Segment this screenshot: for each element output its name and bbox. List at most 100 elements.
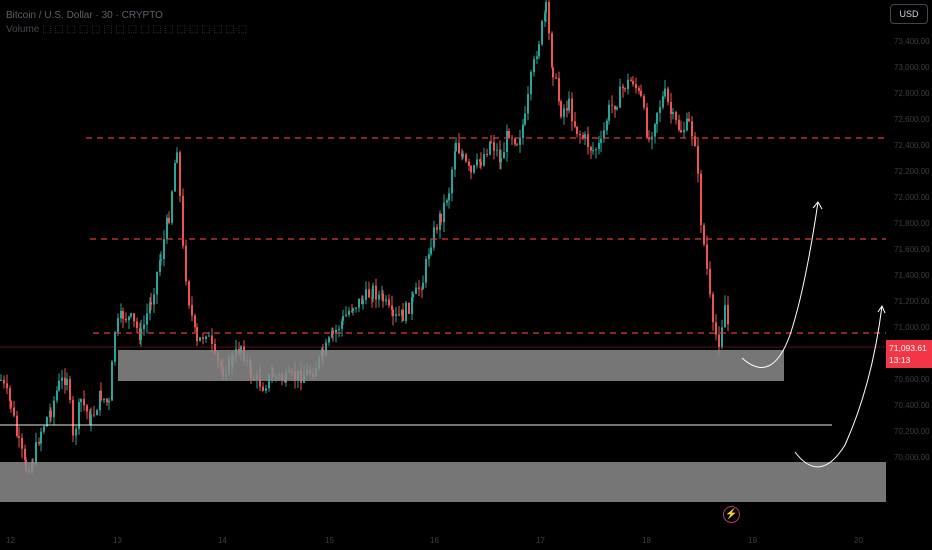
candle-body (159, 260, 161, 273)
candle-body (530, 72, 532, 95)
price-chart[interactable] (0, 0, 886, 528)
candle-body (640, 90, 642, 97)
candle-body (411, 297, 413, 314)
candle-body (205, 336, 207, 339)
candle-body (358, 298, 360, 308)
bar-countdown: 13:13 (889, 355, 911, 365)
drawing-overlays (0, 137, 886, 502)
candle-body (338, 328, 340, 330)
candle-body (524, 113, 526, 125)
candle-body (643, 96, 645, 108)
candle-body (508, 131, 510, 138)
candle-body (130, 313, 132, 317)
candle-body (108, 400, 110, 403)
candle-body (90, 414, 92, 425)
candle-body (332, 330, 334, 334)
candle-body (103, 398, 105, 401)
candle-body (21, 437, 23, 449)
price-tick: 71,400.00 (894, 271, 930, 280)
candle-body (694, 136, 696, 147)
candle-body (46, 417, 48, 427)
candle-body (691, 121, 693, 137)
candle-body (9, 388, 11, 402)
price-tick: 72,400.00 (894, 141, 930, 150)
currency-selector[interactable]: USD (890, 4, 928, 24)
candle-body (709, 268, 711, 295)
candle-body (433, 227, 435, 248)
candle-body (75, 428, 77, 436)
time-axis[interactable] (0, 528, 886, 550)
candle-body (372, 285, 374, 299)
candle-body (582, 135, 584, 139)
price-axis[interactable] (886, 0, 932, 528)
price-tick: 71,000.00 (894, 323, 930, 332)
candle-body (480, 161, 482, 166)
candle-body (600, 138, 602, 143)
time-tick: 18 (642, 536, 651, 545)
candle-body (72, 399, 74, 436)
candle-body (18, 435, 20, 438)
candle-body (440, 213, 442, 223)
candle-body (662, 96, 664, 108)
candle-body (117, 318, 119, 332)
candle-body (451, 169, 453, 194)
candle-body (595, 149, 597, 151)
candle-body (262, 386, 264, 391)
candle-body (331, 330, 333, 338)
candle-body (10, 401, 12, 408)
candle-body (499, 149, 501, 163)
candle-body (418, 287, 420, 290)
current-price-label: 71,093.61 13:13 (886, 340, 932, 368)
candle-body (171, 191, 173, 223)
candle-body (486, 154, 488, 156)
candle-body (479, 159, 481, 162)
candle-body (590, 147, 592, 151)
candle-body (402, 309, 404, 321)
candle-body (680, 129, 682, 133)
candle-body (342, 316, 344, 321)
candle-body (160, 259, 162, 261)
candle-body (351, 310, 353, 312)
price-tick: 70,200.00 (894, 427, 930, 436)
price-tick: 70,400.00 (894, 401, 930, 410)
candle-body (715, 322, 717, 335)
candle-body (99, 390, 101, 411)
candle-body (122, 310, 124, 319)
candle-body (348, 310, 350, 315)
candle-body (78, 402, 80, 429)
candle-body (335, 329, 337, 334)
candle-body (627, 79, 629, 90)
candle-body (58, 380, 60, 391)
candle-body (80, 399, 82, 403)
candle-body (638, 88, 640, 91)
candle-body (555, 77, 557, 79)
candle-body (421, 289, 423, 291)
candle-body (616, 107, 618, 110)
candle-body (566, 108, 568, 111)
candle-body (436, 227, 438, 230)
symbol-title: Bitcoin / U.S. Dollar · 30 · CRYPTO (6, 10, 163, 21)
candle-body (496, 149, 498, 151)
candle-body (150, 302, 152, 305)
time-tick: 20 (854, 536, 863, 545)
candle-body (476, 159, 478, 166)
candle-body (622, 86, 624, 89)
candle-body (268, 374, 270, 389)
candle-body (718, 334, 720, 347)
candle-body (345, 314, 347, 317)
candlestick-series (0, 0, 729, 475)
support-zone-lower (0, 462, 886, 502)
candle-body (391, 305, 393, 311)
candle-body (355, 307, 357, 309)
candle-body (563, 108, 565, 117)
candle-body (500, 158, 502, 163)
candle-body (365, 289, 367, 300)
candle-body (208, 335, 210, 337)
candle-body (721, 327, 723, 347)
candle-body (0, 379, 2, 381)
candle-body (3, 379, 5, 384)
candle-body (156, 272, 158, 295)
candle-body (202, 337, 204, 339)
lightning-icon[interactable]: ⚡ (723, 506, 740, 523)
projection-curve-lower (794, 305, 883, 468)
